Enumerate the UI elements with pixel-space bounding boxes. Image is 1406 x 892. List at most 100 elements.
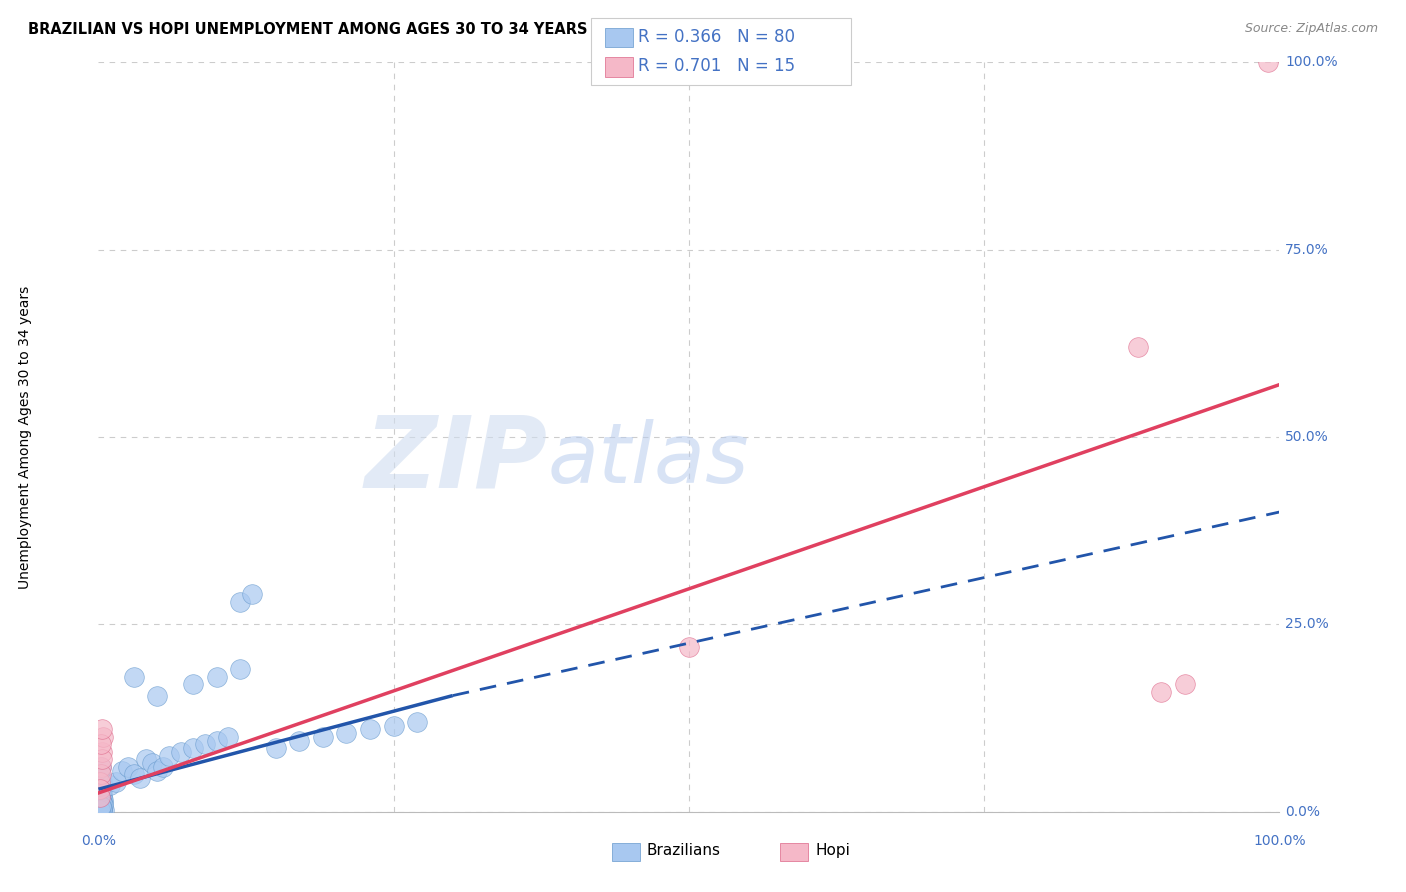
Point <box>89 797 111 812</box>
Point <box>90 760 112 774</box>
Point <box>90 798 112 813</box>
Text: 100.0%: 100.0% <box>1285 55 1337 70</box>
Point <box>89 782 111 797</box>
Text: Brazilians: Brazilians <box>647 844 721 858</box>
Point <box>91 793 114 807</box>
Point <box>90 804 112 818</box>
Text: ZIP: ZIP <box>364 411 547 508</box>
Point <box>264 741 287 756</box>
Point <box>90 783 112 797</box>
Point <box>89 802 111 816</box>
Point <box>91 779 114 793</box>
Point <box>146 689 169 703</box>
Point <box>1126 340 1149 354</box>
Point <box>89 802 111 816</box>
Text: 100.0%: 100.0% <box>1253 834 1306 848</box>
Point <box>240 587 263 601</box>
Point <box>89 797 111 812</box>
Text: BRAZILIAN VS HOPI UNEMPLOYMENT AMONG AGES 30 TO 34 YEARS CORRELATION CHART: BRAZILIAN VS HOPI UNEMPLOYMENT AMONG AGE… <box>28 22 769 37</box>
Text: R = 0.701   N = 15: R = 0.701 N = 15 <box>638 57 796 75</box>
Point <box>135 752 157 766</box>
Point <box>90 798 112 813</box>
Point <box>382 718 405 732</box>
Point <box>90 798 112 813</box>
Text: Unemployment Among Ages 30 to 34 years: Unemployment Among Ages 30 to 34 years <box>18 285 32 589</box>
Point <box>122 767 145 781</box>
Point <box>90 797 112 812</box>
Point <box>89 793 111 807</box>
Point <box>181 741 204 756</box>
Point <box>90 760 112 774</box>
Point <box>90 786 112 800</box>
Point <box>89 782 111 797</box>
Point <box>406 714 429 729</box>
Point <box>90 737 112 751</box>
Point <box>89 803 111 817</box>
Point <box>217 730 239 744</box>
Point <box>90 801 112 815</box>
Point <box>89 791 111 805</box>
Point <box>194 737 217 751</box>
Point <box>89 771 111 785</box>
Point <box>91 800 114 814</box>
Point <box>89 782 111 797</box>
Point <box>335 726 357 740</box>
Point <box>146 764 169 778</box>
Point <box>157 748 180 763</box>
Point <box>89 789 111 804</box>
Point <box>359 723 381 737</box>
Text: 0.0%: 0.0% <box>82 834 115 848</box>
Point <box>90 797 112 812</box>
Text: 25.0%: 25.0% <box>1285 617 1329 632</box>
Point <box>90 798 112 813</box>
Point <box>90 767 112 781</box>
Point <box>229 595 252 609</box>
Point <box>93 803 115 817</box>
Point <box>141 756 163 770</box>
Point <box>89 779 111 793</box>
Point <box>678 640 700 654</box>
Point <box>205 733 228 747</box>
Point <box>90 800 112 814</box>
Point <box>91 730 114 744</box>
Point <box>90 793 112 807</box>
Point <box>89 801 111 815</box>
Point <box>1174 677 1197 691</box>
Point <box>288 733 311 747</box>
Point <box>90 797 112 812</box>
Point <box>98 779 121 793</box>
Point <box>1257 55 1279 70</box>
Point <box>90 794 112 808</box>
Point <box>205 670 228 684</box>
Point <box>117 760 139 774</box>
Point <box>90 789 112 804</box>
Text: 75.0%: 75.0% <box>1285 243 1329 257</box>
Point <box>91 745 114 759</box>
Point <box>89 789 111 804</box>
Point <box>91 793 114 807</box>
Point <box>90 789 112 803</box>
Point <box>111 764 134 778</box>
Point <box>91 796 114 810</box>
Point <box>91 774 114 789</box>
Point <box>89 774 111 789</box>
Point <box>91 791 114 805</box>
Point <box>91 789 114 804</box>
Point <box>181 677 204 691</box>
Point <box>91 797 114 812</box>
Text: atlas: atlas <box>547 419 749 500</box>
Point <box>170 745 193 759</box>
Point <box>91 802 114 816</box>
Point <box>91 786 114 800</box>
Text: R = 0.366   N = 80: R = 0.366 N = 80 <box>638 28 796 45</box>
Text: Hopi: Hopi <box>815 844 851 858</box>
Point <box>90 793 112 807</box>
Point <box>89 799 111 814</box>
Point <box>91 803 114 817</box>
Text: 0.0%: 0.0% <box>1285 805 1320 819</box>
Point <box>1150 685 1173 699</box>
Text: 50.0%: 50.0% <box>1285 430 1329 444</box>
Text: Source: ZipAtlas.com: Source: ZipAtlas.com <box>1244 22 1378 36</box>
Point <box>89 802 111 816</box>
Point <box>312 730 335 744</box>
